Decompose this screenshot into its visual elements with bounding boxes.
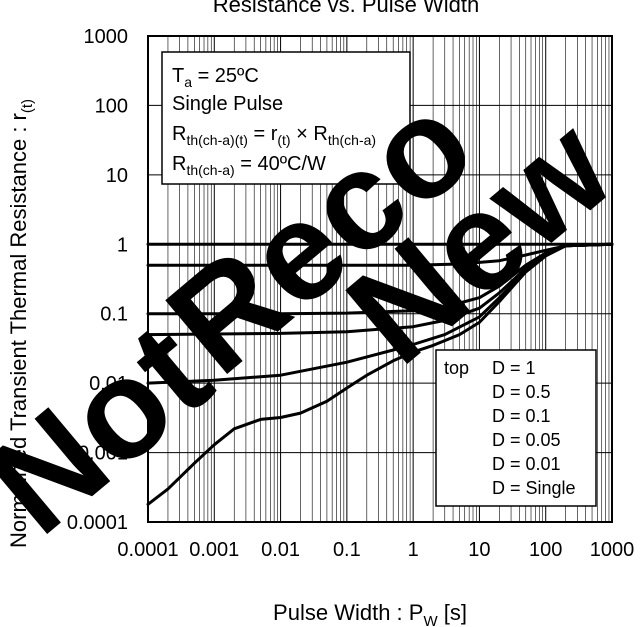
y-tick-label: 0.001 (78, 443, 128, 465)
y-tick-label: 0.1 (100, 304, 128, 326)
y-axis-title-sub: (t) (19, 99, 36, 113)
y-tick-label: 10 (106, 165, 128, 187)
legend-entry: D = Single (492, 478, 576, 498)
annotation-box (161, 51, 411, 185)
x-tick-label: 0.001 (189, 539, 239, 561)
x-tick-label: 1 (408, 539, 419, 561)
legend-box (435, 349, 597, 507)
y-tick-label: 1 (117, 234, 128, 256)
legend-entry: D = 1 (492, 358, 536, 378)
x-tick-label: 100 (529, 539, 562, 561)
x-tick-label: 10 (468, 539, 490, 561)
legend-entry: D = 0.01 (492, 454, 561, 474)
x-axis-title-main: Pulse Width : P (273, 600, 423, 625)
legend-entry: D = 0.05 (492, 430, 561, 450)
x-tick-label: 0.1 (333, 539, 361, 561)
y-tick-label: 0.01 (89, 373, 128, 395)
y-tick-label: 0.0001 (67, 512, 128, 534)
y-axis-title: Normalized Transient Thermal Resistance … (6, 99, 36, 548)
x-axis-title-sub: W (423, 613, 438, 627)
x-tick-label: 0.0001 (117, 539, 178, 561)
annotation-line-3: Rth(ch-a)(t) = r(t) × Rth(ch-a) (172, 123, 376, 148)
legend-entry: D = 0.5 (492, 382, 551, 402)
y-axis-title-main: Normalized Transient Thermal Resistance … (6, 113, 31, 548)
chart-title: Resistance vs. Pulse Width (213, 0, 480, 17)
x-tick-label: 1000 (590, 539, 635, 561)
y-tick-label: 1000 (84, 26, 129, 48)
series-layer (146, 242, 614, 506)
y-tick-label: 100 (95, 95, 128, 117)
conditions-annotation: Ta = 25ºC Single Pulse Rth(ch-a)(t) = r(… (161, 51, 411, 185)
x-axis-title: Pulse Width : PW [s] (273, 600, 467, 627)
annotation-line-1: Ta = 25ºC (172, 65, 259, 90)
annotation-line-2: Single Pulse (172, 93, 283, 115)
legend-entry: D = 0.1 (492, 406, 551, 426)
x-axis-title-suffix: [s] (438, 600, 467, 625)
legend: top D = 1D = 0.5D = 0.1D = 0.05D = 0.01D… (435, 349, 597, 507)
plot-frame (147, 35, 613, 523)
legend-prefix: top (444, 358, 469, 378)
legend-entries: D = 1 D = 0.5 D = 0.1 D = 0.05 D = 0.01 D = S… (492, 358, 576, 498)
annotation-line-4: Rth(ch-a) = 40ºC/W (172, 153, 326, 178)
series-line-6 (146, 242, 614, 506)
tick-layer: 0.0001 0.001 0.01 0.1 1 10 100 1000 1000 100 10 1 0.… (67, 26, 634, 561)
x-tick-label: 0.01 (261, 539, 300, 561)
